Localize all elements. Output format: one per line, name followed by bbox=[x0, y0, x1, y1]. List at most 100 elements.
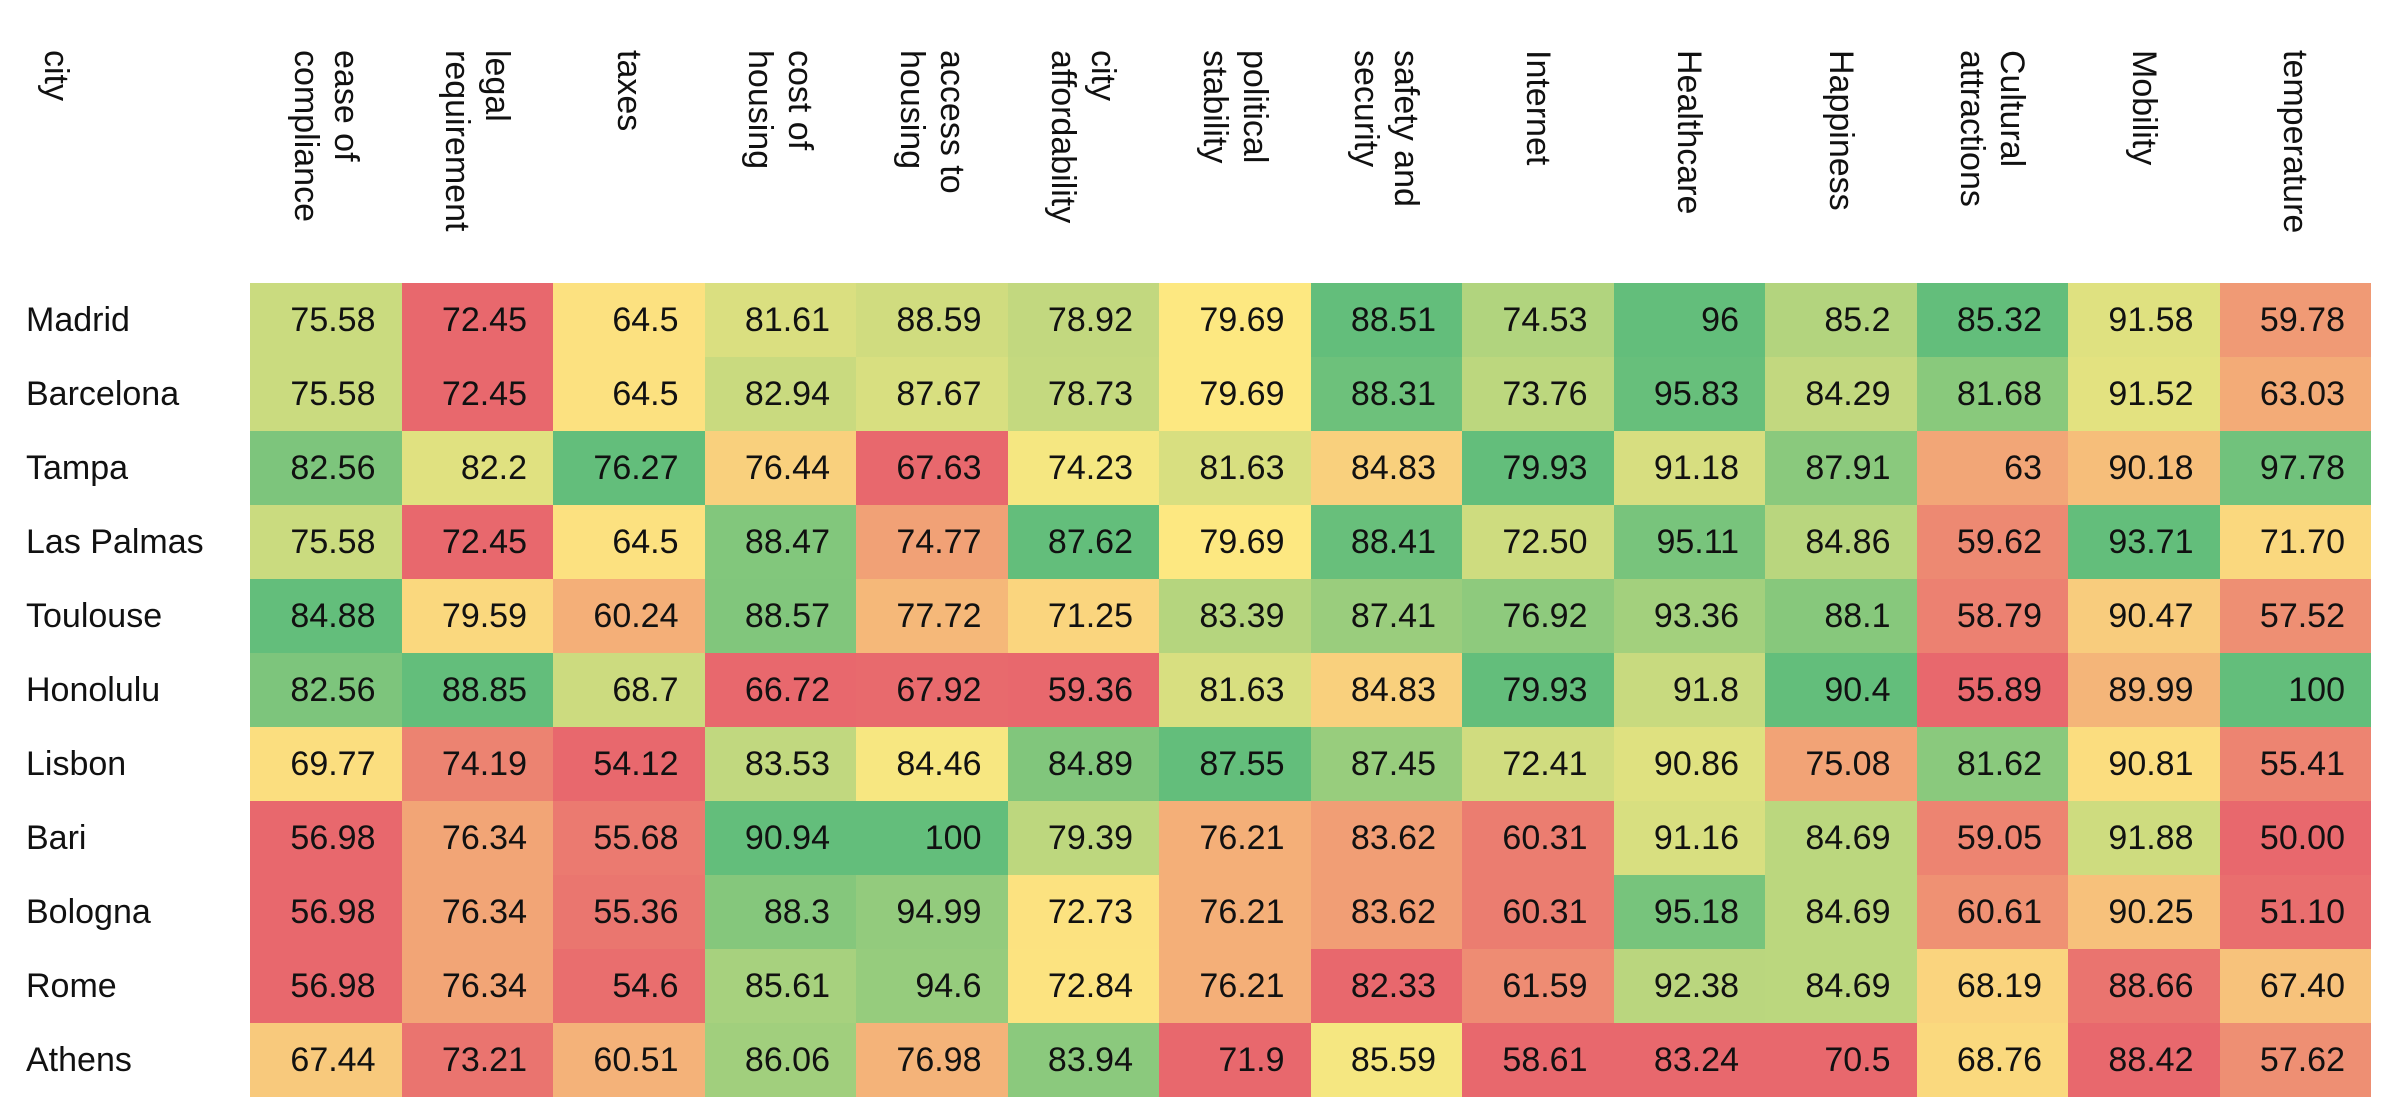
heatmap-cell: 64.5 bbox=[553, 283, 705, 357]
heatmap-cell: 97.78 bbox=[2219, 431, 2371, 505]
heatmap-cell: 79.93 bbox=[1462, 431, 1614, 505]
heatmap-cell: 75.08 bbox=[1765, 727, 1917, 801]
heatmap-cell: 82.33 bbox=[1310, 949, 1462, 1023]
column-header: safety and security bbox=[1311, 50, 1463, 270]
column-header: Healthcare bbox=[1614, 50, 1766, 270]
heatmap-cell: 90.18 bbox=[2068, 431, 2220, 505]
heatmap-cell: 76.98 bbox=[856, 1023, 1008, 1097]
heatmap-cell: 51.10 bbox=[2219, 875, 2371, 949]
heatmap-cell: 81.68 bbox=[1916, 357, 2068, 431]
heatmap-cell: 88.31 bbox=[1310, 357, 1462, 431]
heatmap-cell: 83.62 bbox=[1310, 875, 1462, 949]
heatmap-cell: 79.59 bbox=[401, 579, 553, 653]
heatmap-cell: 76.92 bbox=[1462, 579, 1614, 653]
heatmap-cell: 73.21 bbox=[401, 1023, 553, 1097]
heatmap-cell: 79.39 bbox=[1007, 801, 1159, 875]
column-header: cost of housing bbox=[705, 50, 857, 270]
heatmap-cell: 95.18 bbox=[1613, 875, 1765, 949]
heatmap-cell: 88.85 bbox=[401, 653, 553, 727]
heatmap-cell: 76.27 bbox=[553, 431, 705, 505]
heatmap-cell: 74.19 bbox=[401, 727, 553, 801]
heatmap-cell: 56.98 bbox=[250, 875, 402, 949]
heatmap-cell: 75.58 bbox=[250, 283, 402, 357]
column-header-label: Cultural attractions bbox=[1953, 50, 2032, 207]
column-header-label: access to housing bbox=[892, 50, 971, 194]
heatmap-cell: 68.76 bbox=[1916, 1023, 2068, 1097]
corner-label: city bbox=[37, 50, 75, 101]
heatmap-cell: 88.47 bbox=[704, 505, 856, 579]
heatmap-cell: 60.24 bbox=[553, 579, 705, 653]
column-header-label: Internet bbox=[1518, 50, 1557, 166]
heatmap-cell: 72.45 bbox=[401, 357, 553, 431]
heatmap-cell: 67.92 bbox=[856, 653, 1008, 727]
column-header: Internet bbox=[1462, 50, 1614, 270]
heatmap-cell: 84.89 bbox=[1007, 727, 1159, 801]
column-header-label: safety and security bbox=[1347, 50, 1426, 207]
heatmap-cell: 100 bbox=[856, 801, 1008, 875]
heatmap-cell: 94.6 bbox=[856, 949, 1008, 1023]
column-header-label: ease of compliance bbox=[286, 50, 365, 222]
heatmap-cell: 91.58 bbox=[2068, 283, 2220, 357]
heatmap-cell: 57.52 bbox=[2219, 579, 2371, 653]
heatmap-cell: 68.7 bbox=[553, 653, 705, 727]
heatmap-cell: 91.8 bbox=[1613, 653, 1765, 727]
heatmap-cell: 54.12 bbox=[553, 727, 705, 801]
heatmap-cell: 84.69 bbox=[1765, 801, 1917, 875]
heatmap-cell: 76.44 bbox=[704, 431, 856, 505]
row-label: Athens bbox=[26, 1041, 132, 1079]
heatmap-cell: 79.69 bbox=[1159, 283, 1311, 357]
heatmap-cell: 60.61 bbox=[1916, 875, 2068, 949]
heatmap-cell: 88.3 bbox=[704, 875, 856, 949]
heatmap-cell: 79.69 bbox=[1159, 357, 1311, 431]
column-header-label: legal requirement bbox=[438, 50, 517, 232]
heatmap-cell: 68.19 bbox=[1916, 949, 2068, 1023]
heatmap-cell: 58.79 bbox=[1916, 579, 2068, 653]
heatmap-cell: 72.50 bbox=[1462, 505, 1614, 579]
heatmap-cell: 84.88 bbox=[250, 579, 402, 653]
column-header-label: taxes bbox=[609, 50, 648, 132]
heatmap-cell: 90.86 bbox=[1613, 727, 1765, 801]
row-label: Honolulu bbox=[26, 671, 161, 709]
heatmap-cell: 73.76 bbox=[1462, 357, 1614, 431]
heatmap-cell: 55.36 bbox=[553, 875, 705, 949]
heatmap-cell: 91.16 bbox=[1613, 801, 1765, 875]
column-header-label: city affordability bbox=[1044, 50, 1123, 224]
heatmap-cell: 87.62 bbox=[1007, 505, 1159, 579]
heatmap-cell: 79.69 bbox=[1159, 505, 1311, 579]
heatmap-cell: 90.4 bbox=[1765, 653, 1917, 727]
heatmap-cell: 66.72 bbox=[704, 653, 856, 727]
heatmap-cell: 88.41 bbox=[1310, 505, 1462, 579]
heatmap-cell: 88.66 bbox=[2068, 949, 2220, 1023]
heatmap-cell: 76.21 bbox=[1159, 875, 1311, 949]
heatmap-cell: 83.94 bbox=[1007, 1023, 1159, 1097]
heatmap-cell: 95.11 bbox=[1613, 505, 1765, 579]
heatmap-cell: 74.23 bbox=[1007, 431, 1159, 505]
heatmap-cell: 58.61 bbox=[1462, 1023, 1614, 1097]
heatmap-cell: 90.25 bbox=[2068, 875, 2220, 949]
heatmap-cell: 94.99 bbox=[856, 875, 1008, 949]
heatmap-cell: 92.38 bbox=[1613, 949, 1765, 1023]
heatmap-cell: 100 bbox=[2219, 653, 2371, 727]
heatmap-cell: 85.32 bbox=[1916, 283, 2068, 357]
row-label: Lisbon bbox=[26, 745, 127, 783]
heatmap-cell: 64.5 bbox=[553, 357, 705, 431]
heatmap-cell: 84.69 bbox=[1765, 875, 1917, 949]
heatmap-cell: 72.45 bbox=[401, 505, 553, 579]
column-header: ease of compliance bbox=[250, 50, 402, 270]
heatmap-cell: 88.42 bbox=[2068, 1023, 2220, 1097]
row-label: Barcelona bbox=[26, 375, 180, 413]
heatmap-cell: 84.46 bbox=[856, 727, 1008, 801]
heatmap-cell: 71.25 bbox=[1007, 579, 1159, 653]
heatmap-cell: 72.73 bbox=[1007, 875, 1159, 949]
heatmap-cell: 76.21 bbox=[1159, 801, 1311, 875]
heatmap-cell: 55.41 bbox=[2219, 727, 2371, 801]
heatmap-cell: 83.53 bbox=[704, 727, 856, 801]
heatmap-cell: 82.56 bbox=[250, 431, 402, 505]
heatmap-cell: 63 bbox=[1916, 431, 2068, 505]
heatmap-cell: 72.84 bbox=[1007, 949, 1159, 1023]
row-label: Madrid bbox=[26, 301, 130, 339]
heatmap-cell: 93.36 bbox=[1613, 579, 1765, 653]
heatmap-cell: 81.61 bbox=[704, 283, 856, 357]
heatmap-cell: 76.21 bbox=[1159, 949, 1311, 1023]
heatmap-cell: 60.31 bbox=[1462, 801, 1614, 875]
